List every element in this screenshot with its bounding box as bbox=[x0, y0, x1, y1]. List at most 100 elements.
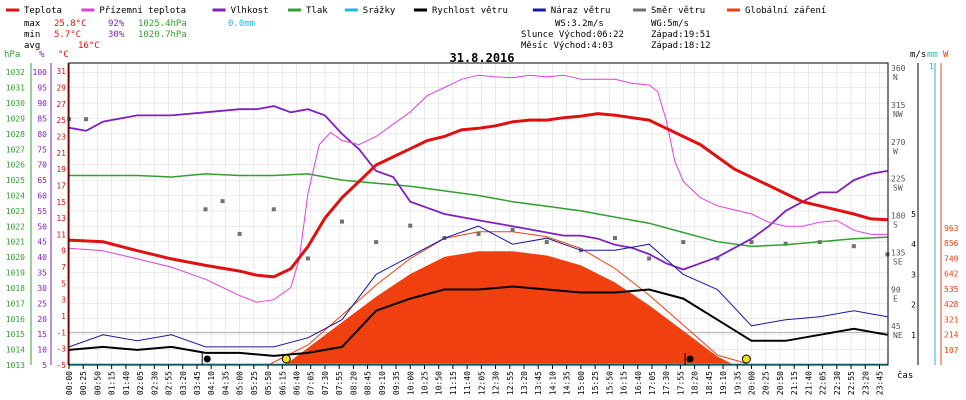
axis-title-hpa: hPa bbox=[4, 50, 20, 60]
tick-label-time: 07:05 bbox=[307, 371, 316, 395]
tick-label-degc: 17 bbox=[56, 181, 66, 190]
info-moon: Měsíc Východ:4:03 bbox=[521, 41, 613, 51]
tick-label-time: 21:15 bbox=[790, 371, 799, 395]
tick-label-w: 535 bbox=[944, 285, 959, 294]
series bbox=[67, 74, 890, 366]
tick-label-time: 13:20 bbox=[520, 371, 529, 395]
tick-label-w: 963 bbox=[944, 224, 959, 233]
tick-label-time: 22:55 bbox=[847, 371, 856, 395]
sun-marker bbox=[741, 354, 751, 364]
wind-direction-point bbox=[681, 240, 686, 245]
tick-label-degc: 23 bbox=[56, 132, 66, 141]
axis-title-pct: % bbox=[39, 50, 45, 60]
wind-direction-point bbox=[374, 240, 379, 245]
tick-label-time: 15:50 bbox=[605, 371, 614, 395]
tick-label-pct: 55 bbox=[37, 207, 47, 216]
tick-label-time: 00:00 bbox=[65, 371, 74, 395]
tick-label-hpa: 1024 bbox=[6, 192, 25, 201]
tick-label-dir-name: SW bbox=[893, 184, 903, 193]
tick-label-time: 05:50 bbox=[264, 371, 273, 395]
tick-label-degc: 9 bbox=[61, 247, 66, 256]
tick-label-time: 16:40 bbox=[634, 371, 643, 395]
tick-label-degc: 13 bbox=[56, 214, 66, 223]
tick-label-time: 01:40 bbox=[122, 371, 131, 395]
tick-label-mm: 1 bbox=[929, 62, 934, 71]
tick-label-time: 02:55 bbox=[165, 371, 174, 395]
legend-label: Přízemní teplota bbox=[99, 6, 186, 16]
tick-label-hpa: 1014 bbox=[6, 346, 25, 355]
tick-label-time: 12:05 bbox=[477, 371, 486, 395]
info-sun: Slunce Východ:06:22 bbox=[521, 30, 624, 40]
stats-max-label: max bbox=[24, 19, 41, 29]
tick-label-dir: 225 bbox=[891, 175, 906, 184]
tick-label-w: 749 bbox=[944, 254, 959, 263]
tick-label-hpa: 1025 bbox=[6, 176, 25, 185]
tick-label-ms: 3 bbox=[911, 270, 916, 279]
moon-marker bbox=[686, 355, 694, 363]
series-humidity bbox=[68, 105, 888, 271]
tick-label-hpa: 1032 bbox=[6, 68, 25, 77]
tick-label-time: 12:30 bbox=[492, 371, 501, 395]
tick-label-degc: 5 bbox=[61, 279, 66, 288]
wind-direction-point bbox=[84, 117, 89, 122]
tick-label-time: 16:15 bbox=[620, 371, 629, 395]
tick-label-time: 10:50 bbox=[435, 371, 444, 395]
tick-label-time: 17:55 bbox=[676, 371, 685, 395]
tick-label-hpa: 1028 bbox=[6, 130, 25, 139]
tick-label-time: 11:40 bbox=[463, 371, 472, 395]
tick-label-hpa: 1017 bbox=[6, 299, 25, 308]
tick-label-pct: 35 bbox=[37, 269, 47, 278]
stats-min-hum: 30% bbox=[108, 30, 125, 40]
tick-label-time: 22:05 bbox=[819, 371, 828, 395]
tick-label-degc: 29 bbox=[56, 83, 66, 92]
x-axis-label: čas bbox=[897, 370, 913, 381]
tick-label-pct: 5 bbox=[42, 361, 47, 370]
tick-label-pct: 75 bbox=[37, 145, 47, 154]
tick-label-w: 428 bbox=[944, 300, 959, 309]
tick-label-time: 20:50 bbox=[776, 371, 785, 395]
tick-label-hpa: 1015 bbox=[6, 330, 25, 339]
tick-label-pct: 10 bbox=[37, 346, 47, 355]
tick-label-dir: 360 bbox=[891, 64, 906, 73]
tick-label-time: 08:20 bbox=[349, 371, 358, 395]
stats-avg-label: avg bbox=[24, 41, 40, 51]
tick-label-ms: 1 bbox=[911, 331, 916, 340]
stats-min-press: 1020.7hPa bbox=[138, 30, 187, 40]
tick-label-degc: 11 bbox=[56, 230, 66, 239]
grid bbox=[68, 63, 888, 366]
tick-label-time: 01:15 bbox=[108, 371, 117, 395]
wind-direction-point bbox=[749, 240, 754, 245]
y-axes: 1032103110301029102810271026102510241023… bbox=[6, 62, 959, 370]
tick-label-time: 09:10 bbox=[378, 371, 387, 395]
tick-label-hpa: 1022 bbox=[6, 222, 25, 231]
wind-direction-point bbox=[203, 207, 208, 212]
tick-label-time: 05:00 bbox=[236, 371, 245, 395]
stats-max-temp: 25.8°C bbox=[54, 19, 87, 29]
tick-label-dir-name: E bbox=[893, 294, 898, 303]
tick-label-time: 13:45 bbox=[534, 371, 543, 395]
tick-label-dir: 90 bbox=[891, 285, 901, 294]
tick-label-degc: -5 bbox=[56, 361, 66, 370]
tick-label-time: 14:10 bbox=[548, 371, 557, 395]
tick-label-degc: 19 bbox=[56, 165, 66, 174]
axis-title-w: W bbox=[943, 50, 949, 60]
tick-label-pct: 40 bbox=[37, 253, 47, 262]
tick-label-degc: 15 bbox=[56, 198, 66, 207]
series-wind-speed bbox=[68, 285, 888, 357]
axis-title-ms: m/s bbox=[910, 50, 926, 60]
sun-marker bbox=[281, 354, 291, 364]
tick-label-dir: 45 bbox=[891, 322, 901, 331]
tick-label-pct: 45 bbox=[37, 238, 47, 247]
markers bbox=[201, 353, 751, 365]
tick-label-w: 321 bbox=[944, 315, 959, 324]
legend-label: Vlhkost bbox=[231, 6, 269, 16]
tick-label-time: 06:40 bbox=[293, 371, 302, 395]
tick-label-time: 14:35 bbox=[563, 371, 572, 395]
tick-label-time: 18:20 bbox=[691, 371, 700, 395]
wind-direction-point bbox=[783, 241, 788, 246]
tick-label-dir-name: SE bbox=[893, 257, 903, 266]
series-ground-temperature bbox=[68, 74, 888, 303]
tick-label-hpa: 1029 bbox=[6, 114, 25, 123]
wind-direction-point bbox=[613, 235, 617, 240]
